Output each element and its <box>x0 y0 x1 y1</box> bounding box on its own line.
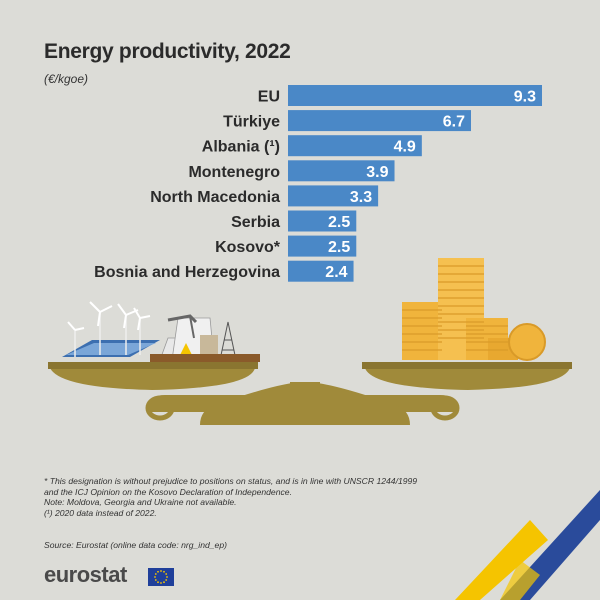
footnote-kosovo: * This designation is without prejudice … <box>44 476 418 486</box>
category-label-7: Bosnia and Herzegovina <box>94 264 280 281</box>
value-label-6: 2.5 <box>328 239 350 256</box>
bar-1 <box>288 110 471 132</box>
source-note: Source: Eurostat (online data code: nrg_… <box>44 540 227 550</box>
bar-6 <box>288 235 357 257</box>
coins-icon <box>402 258 546 361</box>
chart-unit: (€/kgoe) <box>44 72 89 86</box>
value-label-3: 3.9 <box>366 164 388 181</box>
bar-7 <box>288 260 354 282</box>
scale-icon <box>48 362 572 425</box>
value-label-2: 4.9 <box>394 139 416 156</box>
energy-infrastructure-icon <box>62 301 260 362</box>
category-label-5: Serbia <box>231 214 280 231</box>
bar-2 <box>288 135 422 157</box>
corner-swoosh-icon <box>455 490 600 600</box>
category-label-3: Montenegro <box>188 164 280 181</box>
category-label-0: EU <box>258 89 280 106</box>
category-label-4: North Macedonia <box>150 189 280 206</box>
footnote-kosovo-cont: and the ICJ Opinion on the Kosovo Declar… <box>44 486 292 497</box>
bar-4 <box>288 185 379 207</box>
value-label-1: 6.7 <box>443 114 465 131</box>
category-label-2: Albania (¹) <box>202 139 280 156</box>
footnote-albania: (¹) 2020 data instead of 2022. <box>44 507 157 518</box>
bar-3 <box>288 160 395 182</box>
value-label-4: 3.3 <box>350 189 372 206</box>
value-label-7: 2.4 <box>325 264 347 281</box>
eu-flag-icon <box>148 568 174 586</box>
footnotes: * This designation is without prejudice … <box>44 476 418 518</box>
bar-0 <box>288 85 542 106</box>
category-label-1: Türkiye <box>223 114 280 131</box>
value-label-5: 2.5 <box>328 214 350 231</box>
bar-5 <box>288 210 357 232</box>
value-label-0: 9.3 <box>514 89 536 106</box>
bar-chart: EU 9.3 Türkiye 6.7 Albania (¹) 4.9 Montenegro 3… <box>94 85 542 282</box>
footnote-not-available: Note: Moldova, Georgia and Ukraine not a… <box>44 497 237 508</box>
category-label-6: Kosovo* <box>215 239 281 256</box>
eurostat-logo: eurostat <box>44 562 127 587</box>
chart-title: Energy productivity, 2022 <box>44 40 291 63</box>
